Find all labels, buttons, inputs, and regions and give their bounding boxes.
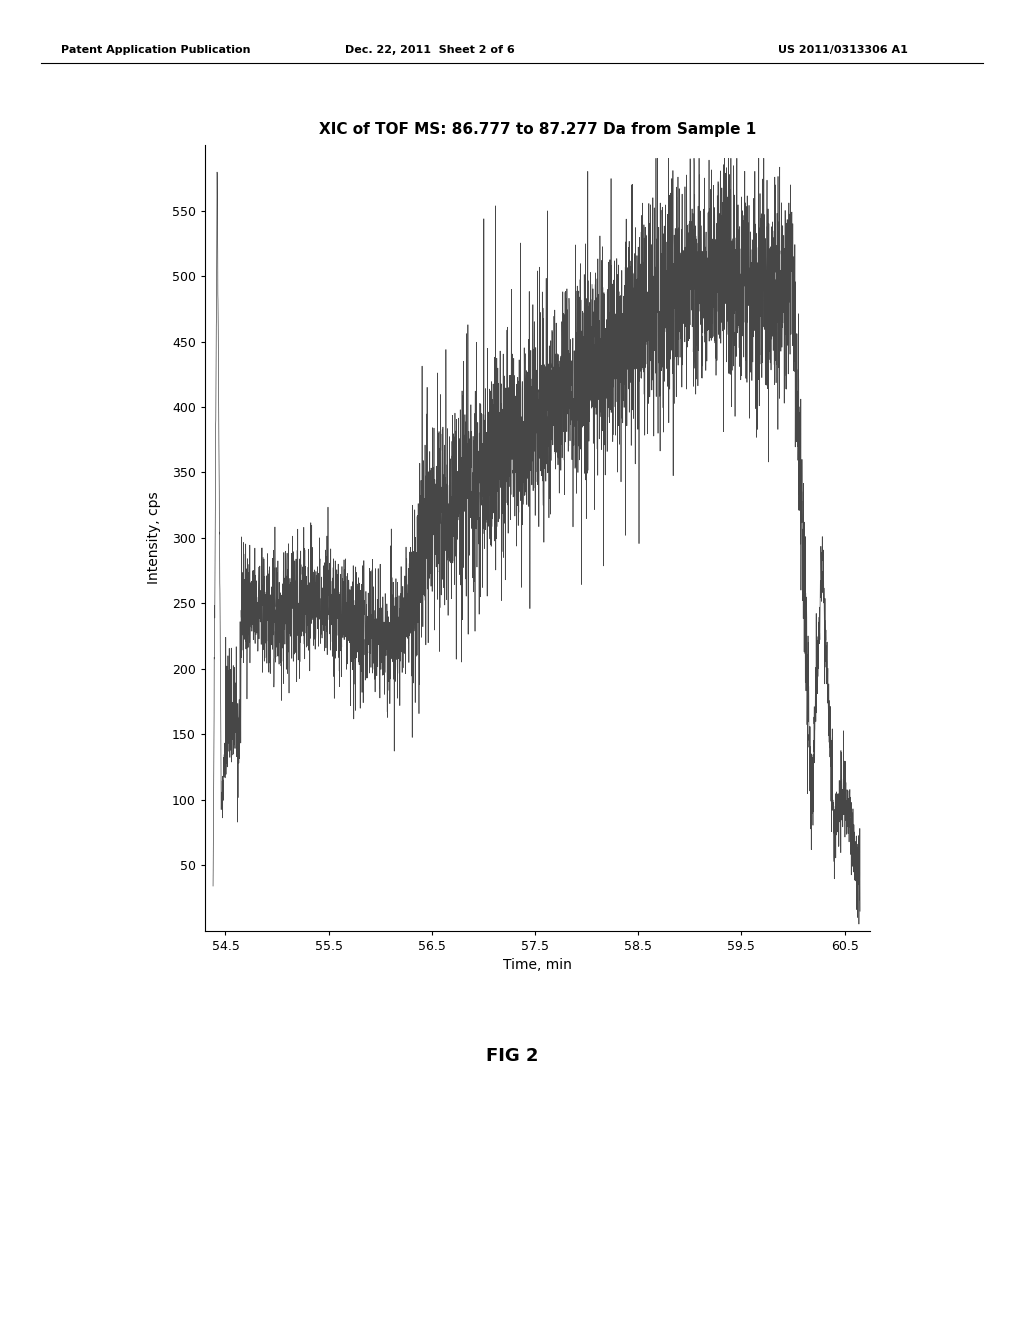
Text: FIG 2: FIG 2 (485, 1047, 539, 1065)
X-axis label: Time, min: Time, min (503, 958, 572, 973)
Title: XIC of TOF MS: 86.777 to 87.277 Da from Sample 1: XIC of TOF MS: 86.777 to 87.277 Da from … (318, 121, 757, 137)
Text: Patent Application Publication: Patent Application Publication (61, 45, 251, 55)
Y-axis label: Intensity, cps: Intensity, cps (146, 491, 161, 585)
Text: US 2011/0313306 A1: US 2011/0313306 A1 (778, 45, 908, 55)
Text: Dec. 22, 2011  Sheet 2 of 6: Dec. 22, 2011 Sheet 2 of 6 (345, 45, 515, 55)
